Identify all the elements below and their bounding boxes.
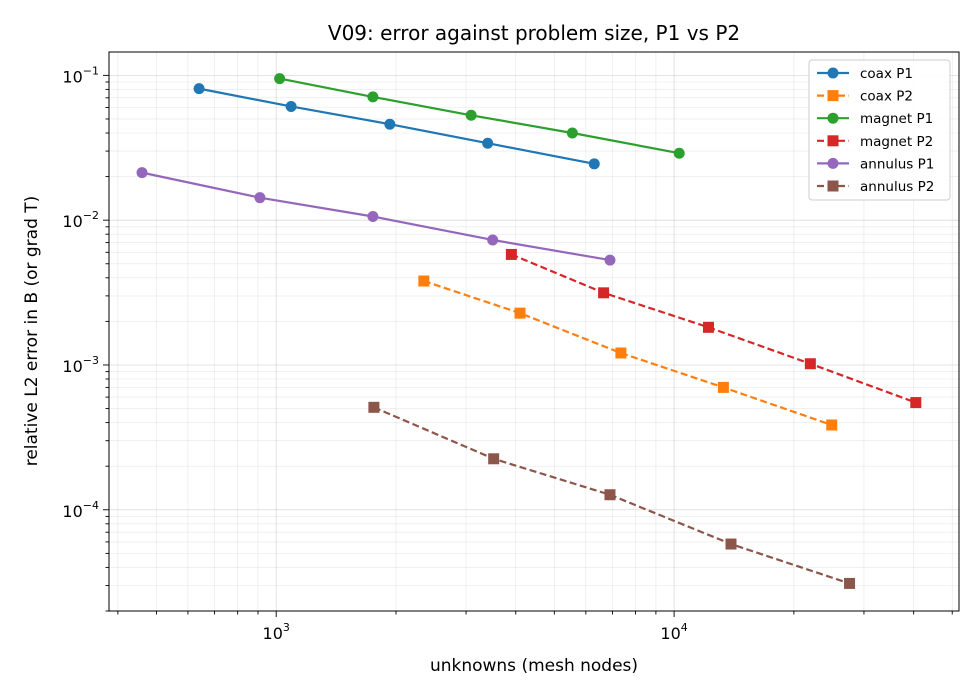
plot-area-frame	[108, 51, 960, 612]
data-point	[615, 347, 627, 359]
legend-marker	[827, 112, 839, 124]
axis-ticks: 103 104 10−4 10−3 10−2 10−1	[62, 64, 953, 643]
y-tick-label: 10−3	[62, 354, 99, 376]
data-point	[254, 192, 266, 204]
data-point	[673, 147, 685, 159]
legend-label: magnet P2	[860, 134, 933, 150]
series-line	[423, 279, 833, 427]
x-tick-label: 103	[263, 621, 290, 643]
data-point	[465, 109, 477, 121]
data-point	[804, 358, 816, 370]
data-point	[717, 381, 729, 393]
data-point	[487, 234, 499, 246]
legend-marker	[827, 90, 839, 102]
y-tick-label: 10−4	[62, 499, 99, 521]
data-point	[418, 275, 430, 287]
data-point	[826, 419, 838, 431]
data-point	[598, 287, 610, 299]
data-point	[514, 307, 526, 319]
data-point	[367, 91, 379, 103]
series-coax-p2	[418, 275, 838, 431]
series-annulus-p1	[136, 167, 616, 266]
data-point	[367, 211, 379, 223]
series-magnet-p2	[505, 248, 922, 409]
data-point	[384, 118, 396, 130]
data-point	[505, 248, 517, 260]
x-axis-label: unknowns (mesh nodes)	[430, 656, 638, 676]
data-point	[368, 401, 380, 413]
data-point	[725, 538, 737, 550]
legend-label: annulus P1	[860, 156, 934, 172]
data-point	[910, 397, 922, 409]
legend-label: annulus P2	[860, 179, 934, 195]
data-point	[274, 73, 286, 85]
legend: coax P1 coax P2 magnet P1 magnet P2 annulus …	[808, 59, 951, 201]
data-point	[844, 577, 856, 589]
series-annulus-p2	[368, 401, 856, 589]
series-group	[136, 73, 922, 589]
data-point	[482, 137, 494, 149]
series-coax-p1	[193, 83, 600, 170]
data-point	[604, 254, 616, 266]
chart-title: V09: error against problem size, P1 vs P…	[328, 21, 740, 45]
data-point	[136, 167, 148, 179]
data-point	[566, 127, 578, 139]
data-point	[193, 83, 205, 95]
series-magnet-p1	[274, 73, 685, 159]
data-point	[285, 100, 297, 112]
legend-label: coax P1	[860, 66, 913, 82]
y-axis-label: relative L2 error in B (or grad T)	[22, 196, 42, 467]
data-point	[488, 453, 500, 465]
legend-marker	[827, 135, 839, 147]
data-point	[604, 489, 616, 501]
legend-label: coax P2	[860, 89, 913, 105]
legend-label: magnet P1	[860, 111, 933, 127]
data-point	[588, 158, 600, 170]
grid	[109, 52, 959, 612]
data-point	[702, 321, 714, 333]
x-tick-label: 104	[660, 621, 687, 643]
legend-marker	[827, 157, 839, 169]
y-tick-label: 10−1	[62, 64, 99, 86]
legend-marker	[827, 67, 839, 79]
y-tick-label: 10−2	[62, 209, 99, 231]
legend-marker	[827, 180, 839, 192]
